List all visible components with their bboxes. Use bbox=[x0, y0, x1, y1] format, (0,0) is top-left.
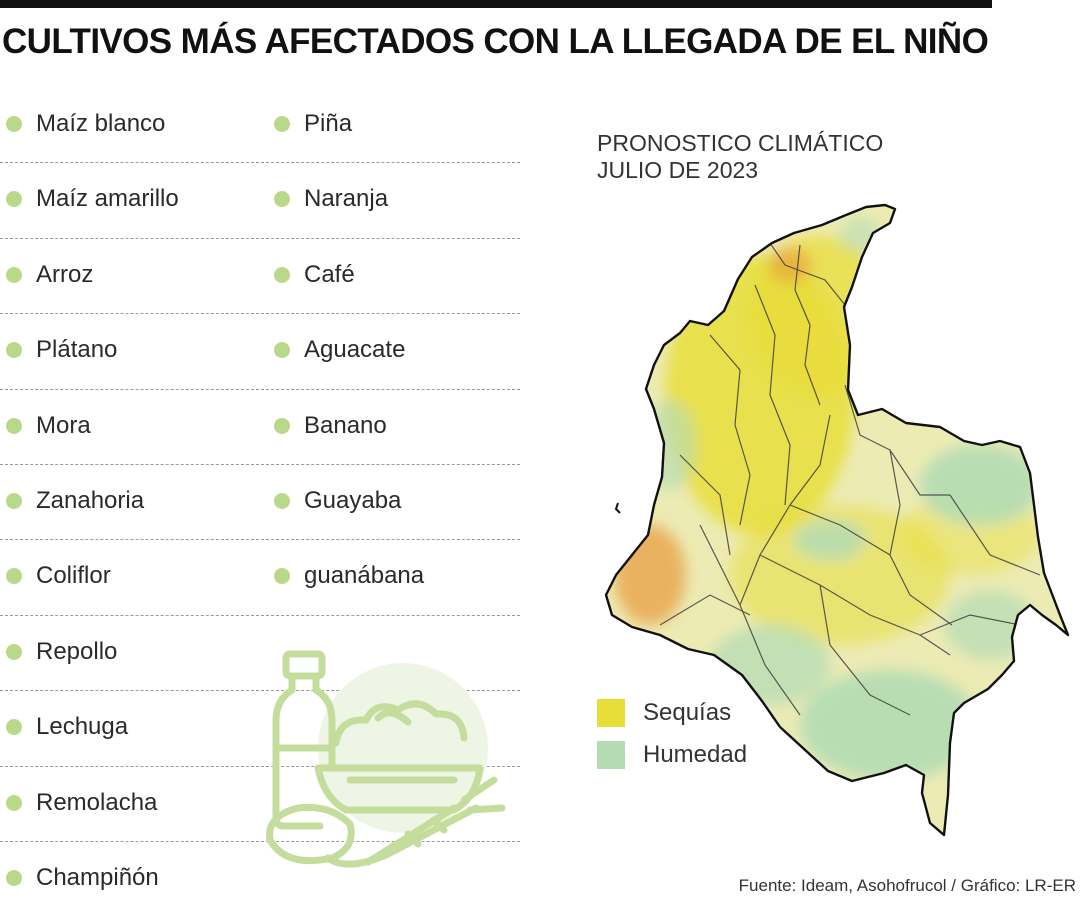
circle-bullet-icon bbox=[6, 568, 22, 585]
crop-label: Coliflor bbox=[36, 562, 111, 590]
crop-label: Plátano bbox=[36, 336, 118, 364]
crop-item: Lechuga bbox=[6, 713, 128, 741]
legend-swatch bbox=[597, 741, 625, 769]
crop-item: Banano bbox=[274, 412, 387, 440]
crop-label: Café bbox=[304, 260, 355, 288]
crop-label: Maíz blanco bbox=[36, 110, 166, 137]
map-title-line1: PRONOSTICO CLIMÁTICO bbox=[597, 130, 884, 156]
crop-label: Guayaba bbox=[304, 486, 402, 514]
crop-item: Repollo bbox=[6, 638, 117, 666]
crop-label: Repollo bbox=[36, 637, 118, 665]
circle-bullet-icon bbox=[6, 492, 22, 509]
circle-bullet-icon bbox=[6, 643, 22, 660]
circle-bullet-icon bbox=[6, 116, 22, 132]
top-rule bbox=[0, 0, 992, 8]
crop-item: guanábana bbox=[274, 562, 424, 590]
crop-row: Maíz blanco Piña bbox=[0, 88, 520, 164]
legend-swatch bbox=[597, 699, 625, 727]
crop-item: Maíz amarillo bbox=[6, 185, 179, 213]
crop-row: Lechuga bbox=[0, 691, 520, 767]
crop-row: Remolacha bbox=[0, 767, 520, 842]
crop-label: Zanahoria bbox=[36, 486, 145, 514]
crop-row: Arroz Café bbox=[0, 239, 520, 315]
vegetables-basket-icon bbox=[266, 650, 506, 868]
map-legend: Sequías Humedad bbox=[597, 698, 747, 782]
colombia-forecast-map bbox=[604, 203, 1070, 837]
crop-label: Arroz bbox=[36, 260, 94, 288]
legend-item: Humedad bbox=[597, 740, 747, 770]
crop-row: Zanahoria Guayaba bbox=[0, 465, 520, 541]
crop-row: Plátano Aguacate bbox=[0, 314, 520, 390]
circle-bullet-icon bbox=[274, 417, 290, 434]
crop-item: Naranja bbox=[274, 185, 388, 213]
crop-row: Champiñón bbox=[0, 842, 520, 916]
legend-item: Sequías bbox=[597, 698, 747, 728]
circle-bullet-icon bbox=[6, 794, 22, 811]
map-title: PRONOSTICO CLIMÁTICO JULIO DE 2023 bbox=[597, 130, 883, 184]
circle-bullet-icon bbox=[274, 191, 290, 208]
crop-label: Lechuga bbox=[36, 713, 129, 741]
crop-item: Aguacate bbox=[274, 336, 405, 364]
map-title-line2: JULIO DE 2023 bbox=[597, 157, 759, 183]
source-credit: Fuente: Ideam, Asohofrucol / Gráfico: LR… bbox=[738, 876, 1076, 895]
circle-bullet-icon bbox=[274, 266, 290, 283]
circle-bullet-icon bbox=[274, 492, 290, 509]
crop-item: Coliflor bbox=[6, 562, 111, 590]
circle-bullet-icon bbox=[6, 719, 22, 736]
crop-row: Mora Banano bbox=[0, 390, 520, 465]
circle-bullet-icon bbox=[6, 342, 22, 359]
circle-bullet-icon bbox=[6, 191, 22, 208]
crop-item: Zanahoria bbox=[6, 487, 144, 515]
crop-label: Maíz amarillo bbox=[36, 185, 179, 213]
crop-label: Piña bbox=[304, 110, 353, 137]
crop-label: Remolacha bbox=[36, 788, 158, 816]
circle-bullet-icon bbox=[274, 568, 290, 585]
crop-label: Banano bbox=[304, 411, 387, 439]
circle-bullet-icon bbox=[274, 342, 290, 359]
crop-item: Arroz bbox=[6, 261, 93, 289]
circle-bullet-icon bbox=[6, 869, 22, 886]
circle-bullet-icon bbox=[6, 266, 22, 283]
circle-bullet-icon bbox=[6, 417, 22, 434]
crop-item: Remolacha bbox=[6, 789, 157, 817]
crop-item: Maíz blanco bbox=[6, 110, 165, 138]
crop-row: Coliflor guanábana bbox=[0, 540, 520, 616]
crop-label: Naranja bbox=[304, 185, 389, 213]
circle-bullet-icon bbox=[274, 116, 290, 132]
crop-label: Aguacate bbox=[304, 336, 406, 364]
crop-item: Café bbox=[274, 261, 355, 289]
legend-label: Humedad bbox=[643, 741, 748, 768]
crops-list: Maíz blanco Piña Maíz amarillo Naranja Arroz… bbox=[0, 88, 520, 916]
headline: CULTIVOS MÁS AFECTADOS CON LA LLEGADA DE… bbox=[2, 22, 989, 61]
crop-row: Maíz amarillo Naranja bbox=[0, 163, 520, 239]
legend-label: Sequías bbox=[643, 699, 732, 726]
crop-item: Plátano bbox=[6, 336, 117, 364]
crop-item: Mora bbox=[6, 412, 91, 440]
crop-label: Mora bbox=[36, 411, 91, 439]
crop-label: guanábana bbox=[304, 562, 425, 590]
crop-item: Champiñón bbox=[6, 864, 159, 892]
crop-item: Piña bbox=[274, 110, 352, 138]
crop-row: Repollo bbox=[0, 616, 520, 692]
crop-label: Champiñón bbox=[36, 863, 159, 891]
crop-item: Guayaba bbox=[274, 487, 401, 515]
